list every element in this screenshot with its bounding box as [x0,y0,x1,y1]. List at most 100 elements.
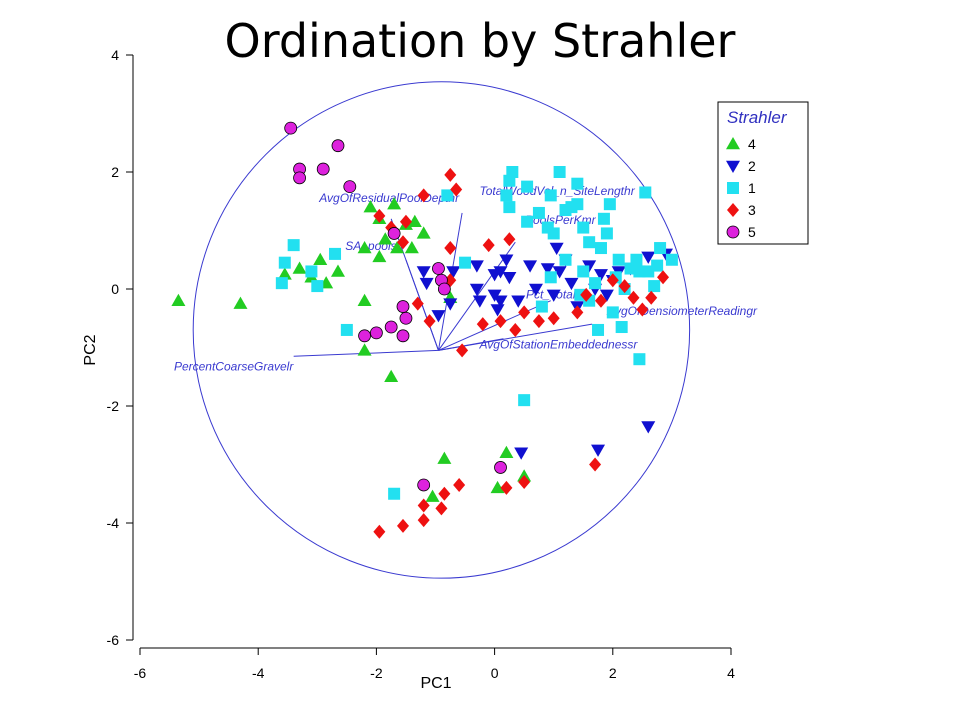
point-strahler-1 [521,215,534,228]
point-strahler-3 [571,305,584,320]
point-strahler-3 [444,167,457,182]
point-strahler-2 [546,289,561,302]
point-strahler-2 [564,277,579,291]
point-strahler-4 [357,241,372,254]
point-strahler-3 [373,208,386,223]
x-tick-label: 4 [727,665,735,681]
point-strahler-4 [277,267,292,280]
point-strahler-1 [544,271,557,284]
point-strahler-2 [493,295,508,308]
point-strahler-2 [511,295,526,308]
point-strahler-3 [396,235,409,250]
point-strahler-1 [606,306,619,319]
point-strahler-1 [459,256,472,269]
point-strahler-2 [641,251,656,264]
point-strahler-1 [521,180,534,193]
point-strahler-2 [499,254,514,267]
point-strahler-3 [627,290,640,305]
series-strahler-5 [284,121,507,492]
point-strahler-3 [476,317,489,332]
point-strahler-3 [399,214,412,229]
point-strahler-1 [388,487,401,500]
legend-label-4: 4 [748,136,756,152]
point-strahler-5 [396,329,410,343]
legend-marker-2 [726,160,740,173]
point-strahler-5 [284,121,298,135]
point-strahler-4 [357,343,372,356]
point-strahler-1 [287,239,300,252]
point-strahler-4 [378,232,393,245]
point-strahler-5 [293,171,306,185]
point-strahler-1 [547,227,560,240]
point-strahler-2 [528,283,543,296]
point-strahler-3 [482,238,495,253]
point-strahler-1 [630,253,643,266]
x-tick-label: -6 [134,665,147,681]
point-strahler-3 [450,182,463,197]
correlation-circle-layer [192,81,691,579]
legend-marker-1 [727,182,739,194]
point-strahler-3 [411,296,424,311]
point-strahler-2 [641,421,656,434]
point-strahler-2 [472,295,487,308]
point-strahler-3 [417,513,430,528]
point-strahler-4 [330,264,345,277]
point-strahler-4 [390,241,405,254]
point-strahler-1 [503,201,516,214]
point-strahler-3 [435,501,448,516]
point-strahler-4 [425,489,440,502]
series-strahler-3 [373,167,670,539]
y-tick-label: 4 [111,47,119,63]
point-strahler-5 [494,461,507,474]
point-strahler-1 [518,394,531,407]
point-strahler-2 [502,272,517,285]
point-strahler-5 [417,478,431,492]
point-strahler-2 [446,266,461,279]
point-strahler-1 [592,323,605,336]
axes-layer: -6 -4 -2 0 2 4 -6 -4 -2 0 2 4 PC1 PC2 [82,47,735,692]
point-strahler-1 [305,265,318,278]
point-strahler-4 [404,241,419,254]
point-strahler-3 [594,293,607,308]
point-strahler-5 [369,326,383,340]
series-strahler-1 [275,166,678,500]
point-strahler-2 [469,283,484,296]
point-strahler-3 [453,477,466,492]
point-strahler-3 [396,518,409,533]
point-strahler-1 [329,247,342,260]
point-strahler-3 [503,232,516,247]
point-strahler-4 [437,451,452,464]
point-strahler-4 [416,226,431,239]
point-strahler-2 [416,266,431,279]
point-strahler-2 [523,260,538,273]
point-strahler-1 [544,189,557,202]
point-strahler-5 [358,329,371,343]
point-strahler-4 [171,293,186,306]
point-strahler-4 [292,261,307,274]
y-axis-label: PC2 [82,334,99,365]
point-strahler-5 [396,300,410,313]
point-strahler-5 [437,282,451,296]
point-strahler-3 [636,302,649,317]
points-layer [171,121,678,539]
legend-label-1: 1 [748,180,756,196]
point-strahler-1 [571,177,584,190]
y-tick-label: -4 [107,515,120,531]
point-strahler-5 [399,311,413,325]
point-strahler-3 [444,241,457,256]
legend-marker-3 [727,203,739,217]
point-strahler-3 [417,498,430,513]
point-strahler-2 [431,310,446,323]
legend-marker-4 [726,137,740,150]
point-strahler-2 [552,266,567,279]
point-strahler-1 [577,221,590,234]
y-tick-label: -6 [107,632,120,648]
point-strahler-1 [278,256,291,269]
point-strahler-2 [493,266,508,279]
point-strahler-1 [648,280,661,293]
legend-label-5: 5 [748,224,756,240]
point-strahler-2 [514,447,529,460]
point-strahler-1 [603,198,616,211]
point-strahler-4 [490,480,505,494]
